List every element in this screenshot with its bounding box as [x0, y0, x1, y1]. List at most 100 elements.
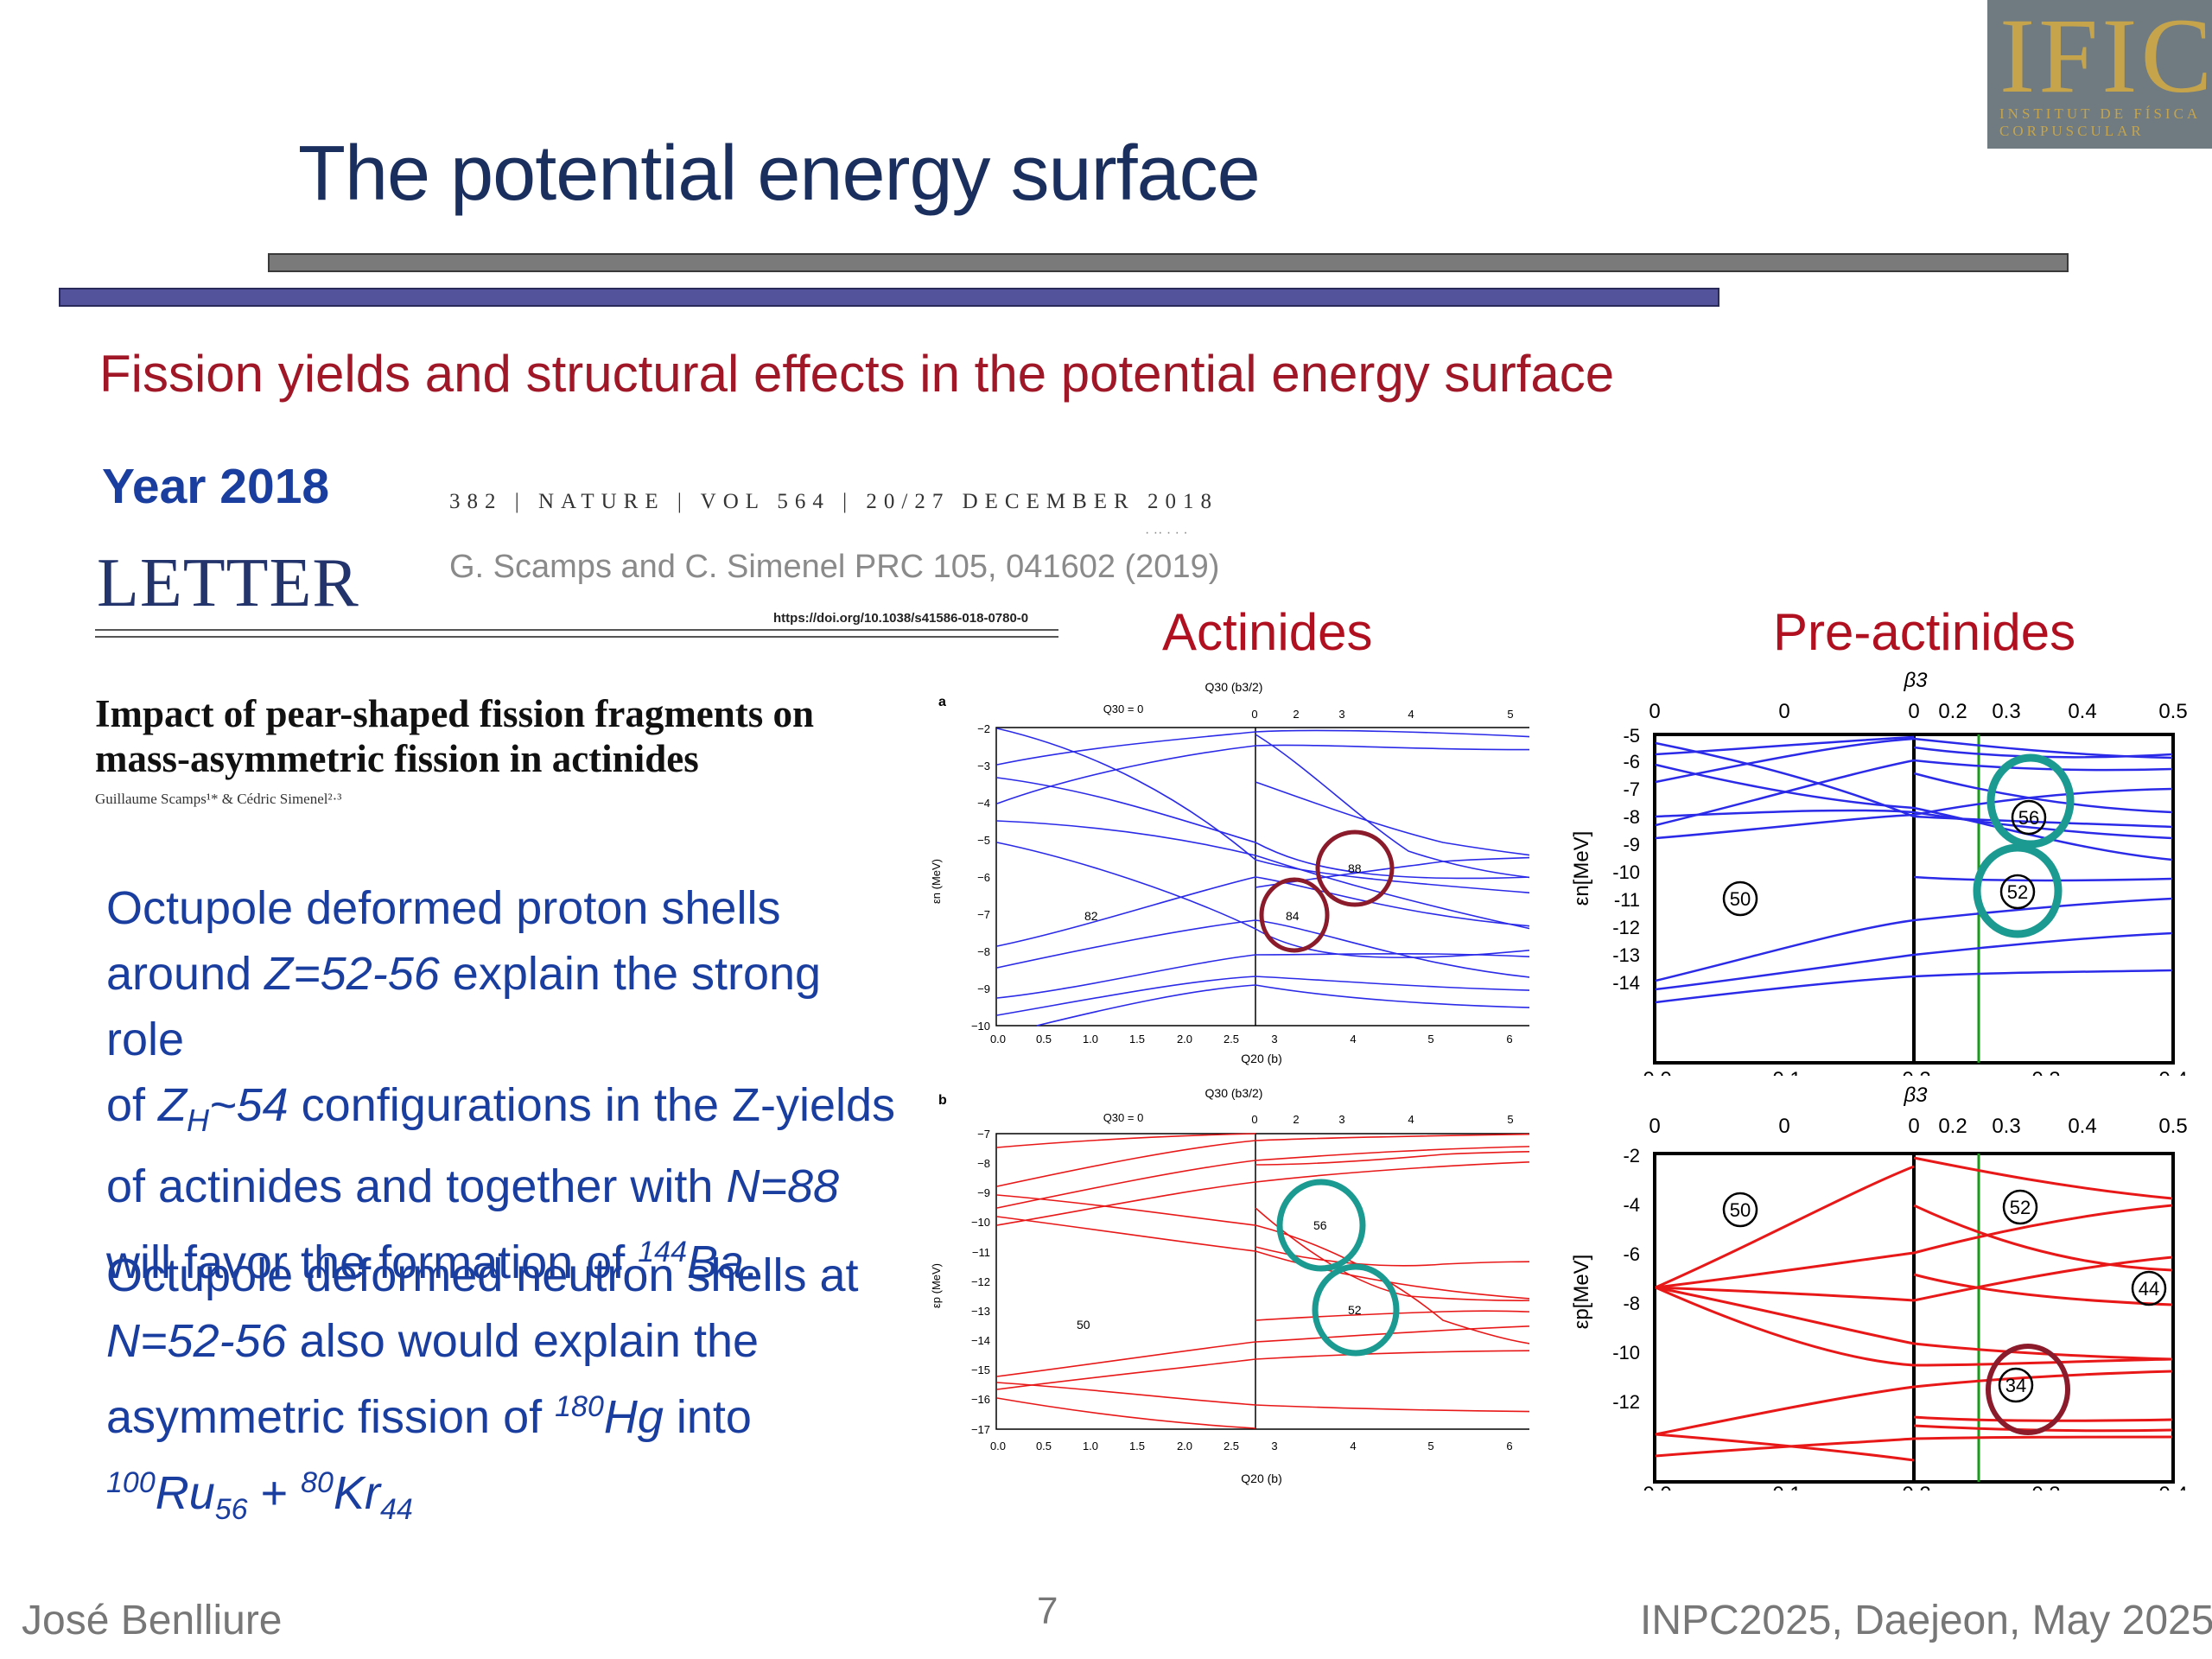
tick-label: 0 [1778, 1115, 1789, 1138]
gap-circle-52 [1999, 874, 2036, 910]
tick-label: −16 [971, 1393, 990, 1406]
paragraph-proton-shells: Octupole deformed proton shells around Z… [106, 875, 901, 1295]
tick-label: −7 [977, 908, 990, 921]
tick-label: −12 [971, 1275, 990, 1288]
paper-authors: Guillaume Scamps¹* & Cédric Simenel²·³ [95, 791, 342, 807]
tick-label: 2 [1293, 708, 1299, 721]
tick-label: 0.5 [2158, 700, 2187, 723]
title-underline-blue [59, 288, 1719, 307]
footer-author: José Benlliure [22, 1598, 283, 1643]
slide-subtitle: Fission yields and structural effects in… [99, 345, 1615, 403]
tick-label: 0.1 [1772, 1483, 1801, 1491]
circled-label-56: 56 [1313, 1218, 1327, 1232]
tick-label: -12 [1612, 917, 1640, 938]
tick-label: 0.3 [1992, 700, 2020, 723]
tick-label: 5 [1507, 1113, 1513, 1126]
plot-frame [995, 727, 1529, 1027]
tick-label: -8 [1623, 806, 1640, 828]
gap-circle-34 [1998, 1367, 2034, 1403]
paragraph-neutron-shells: Octupole deformed neutron shells at N=52… [106, 1243, 901, 1542]
y-tick-labels: −7 −8 −9 −10 −11 −12 −13 −14 −15 −16 −17 [971, 1128, 990, 1436]
tick-label: 0.2 [1902, 1068, 1930, 1076]
tick-label: 2.5 [1224, 1440, 1239, 1452]
year-label: Year 2018 [102, 459, 330, 514]
tick-label: -14 [1612, 972, 1640, 994]
gap-circle-50 [1722, 880, 1758, 917]
tick-label: 4 [1408, 1113, 1414, 1126]
tick-label: 0.2 [1938, 700, 1967, 723]
circled-label-88: 88 [1348, 861, 1362, 875]
p1-line4: of actinides and together with N=88 [106, 1160, 840, 1212]
level-lines [996, 728, 1529, 1027]
doi-link[interactable]: https://doi.org/10.1038/s41586-018-0780-… [773, 611, 1029, 626]
tick-label: 0.4 [2068, 700, 2096, 723]
slide-title: The potential energy surface [298, 130, 1261, 217]
rule-bottom [95, 636, 1058, 638]
tick-label: −14 [971, 1334, 990, 1347]
tick-label: 0 [1649, 700, 1660, 723]
tick-label: −7 [977, 1128, 990, 1141]
level-lines [1655, 1156, 2173, 1462]
circle-84 [1259, 877, 1330, 953]
circle-56 [1276, 1179, 1366, 1272]
tick-label: 0.5 [1036, 1440, 1052, 1452]
y-tick-labels: -2 -4 -6 -8 -10 -12 [1612, 1145, 1640, 1413]
tick-label: −10 [971, 1020, 990, 1033]
tick-label: 0.0 [1643, 1068, 1671, 1076]
chart-preactinides-neutron: β3 0 0 0 0.2 0.3 0.4 0.5 -5 -6 -7 -8 -9 -10 -11 -12 -1… [1570, 669, 2188, 1076]
gap-label-52: 52 [2007, 881, 2028, 903]
gap-label-56: 56 [2018, 807, 2039, 829]
logo-line1: INSTITUT DE FÍSICA [1999, 105, 2202, 122]
top-axis-label: β3 [1903, 1084, 1928, 1107]
tick-label: 0.3 [1992, 1115, 2020, 1138]
tick-label: -5 [1623, 725, 1640, 747]
q30-zero-label: Q30 = 0 [1103, 702, 1144, 715]
y-axis-label: εp (MeV) [930, 1263, 943, 1308]
tick-label: 0.0 [990, 1033, 1006, 1046]
reference-citation: G. Scamps and C. Simenel PRC 105, 041602… [449, 549, 1220, 585]
circle-52-highlight [1973, 843, 2063, 938]
letter-heading: LETTER [97, 545, 359, 621]
tick-label: -10 [1612, 861, 1640, 883]
top-axis-label: β3 [1903, 669, 1928, 692]
x-tick-labels-left: 0.0 0.5 1.0 1.5 2.0 2.5 [990, 1440, 1239, 1452]
plot-frame [995, 1133, 1529, 1430]
tick-label: 0 [1778, 700, 1789, 723]
tick-label: 0.2 [1902, 1483, 1930, 1491]
rule-top [95, 629, 1058, 631]
gap-circle-50 [1722, 1192, 1758, 1228]
tick-label: -7 [1623, 779, 1640, 800]
tick-label: 0.3 [2031, 1483, 2060, 1491]
x-axis-label: Q20 (b) [1241, 1471, 1281, 1485]
circle-34-highlight [1986, 1344, 2070, 1435]
tick-label: −13 [971, 1305, 990, 1318]
tick-label: 5 [1427, 1033, 1433, 1046]
tick-label: -12 [1612, 1391, 1640, 1413]
y-tick-labels: -5 -6 -7 -8 -9 -10 -11 -12 -13 -14 [1612, 725, 1640, 994]
page-number: 7 [1037, 1590, 1058, 1632]
tick-label: 0.2 [1938, 1115, 1967, 1138]
tick-label: -11 [1614, 889, 1640, 911]
y-axis-label: εn[MeV] [1570, 831, 1593, 906]
tick-label: −9 [977, 982, 990, 995]
circled-label-52: 52 [1348, 1303, 1362, 1317]
label-actinides: Actinides [1162, 603, 1373, 661]
tick-label: −9 [977, 1186, 990, 1199]
tick-label: −8 [977, 1157, 990, 1170]
tick-label: 4 [1350, 1033, 1356, 1046]
tick-label: 0.4 [2158, 1483, 2187, 1491]
tick-label: −10 [971, 1216, 990, 1229]
tick-label: 0.5 [2158, 1115, 2187, 1138]
p2-line2: N=52-56 also would explain the [106, 1315, 760, 1367]
gap-label-50: 50 [1730, 1199, 1751, 1221]
tick-label: 0.4 [2068, 1115, 2096, 1138]
logo-text: IFIC [1999, 0, 2212, 115]
tick-label: 0 [1908, 700, 1919, 723]
top-tick-labels: 0 0 0 0.2 0.3 0.4 0.5 [1649, 1115, 2187, 1138]
logo-line2: CORPUSCULAR [1999, 123, 2145, 139]
tick-label: -13 [1612, 944, 1640, 966]
tick-label: 1.0 [1083, 1440, 1098, 1452]
q30-zero-label: Q30 = 0 [1103, 1111, 1144, 1124]
tick-label: −4 [977, 797, 990, 810]
tick-label: 0 [1908, 1115, 1919, 1138]
